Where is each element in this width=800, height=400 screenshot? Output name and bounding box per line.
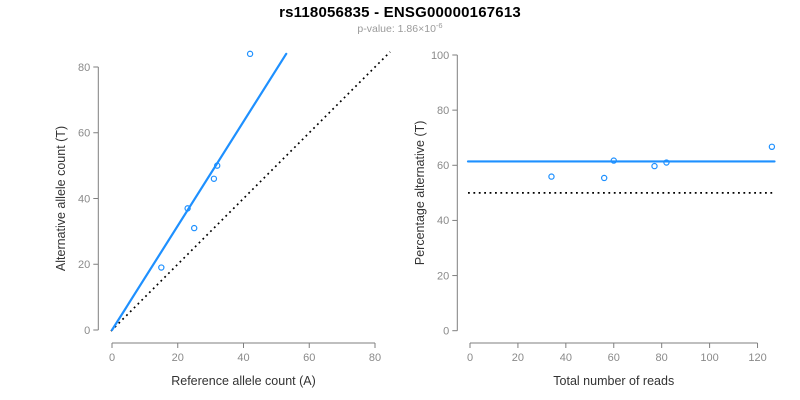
y-tick-label: 20 xyxy=(437,270,449,282)
y-tick-label: 20 xyxy=(78,259,90,271)
data-point xyxy=(768,143,776,151)
x-tick-label: 60 xyxy=(608,352,620,364)
x-tick-label: 20 xyxy=(512,352,524,364)
data-point xyxy=(246,50,254,58)
x-tick-label: 120 xyxy=(748,352,766,364)
y-tick-label: 0 xyxy=(443,326,449,338)
y-tick-label: 40 xyxy=(78,193,90,205)
y-axis-title: Percentage alternative (T) xyxy=(413,121,427,266)
data-point xyxy=(190,224,198,232)
data-point xyxy=(663,159,670,166)
p-value-text: p-value: 1.86×10 xyxy=(357,23,436,35)
plot-title: rs118056835 - ENSG00000167613 xyxy=(279,4,521,21)
x-tick-label: 60 xyxy=(303,352,315,364)
data-point xyxy=(184,205,191,212)
x-tick-label: 100 xyxy=(700,352,718,364)
y-tick-label: 0 xyxy=(84,325,90,337)
data-point xyxy=(158,264,165,271)
data-point xyxy=(600,174,608,182)
data-point xyxy=(610,157,617,164)
x-tick-label: 0 xyxy=(109,352,115,364)
y-tick-label: 80 xyxy=(437,105,449,117)
plot-subtitle: p-value: 1.86×10-6 xyxy=(0,21,800,35)
y-tick-label: 40 xyxy=(437,215,449,227)
data-point xyxy=(548,173,555,180)
y-tick-label: 100 xyxy=(431,50,449,62)
y-tick-label: 60 xyxy=(78,128,90,140)
x-tick-label: 40 xyxy=(560,352,572,364)
y-tick-label: 60 xyxy=(437,160,449,172)
regression-line xyxy=(110,52,288,332)
data-point xyxy=(651,162,658,170)
p-value-exponent: -6 xyxy=(435,21,443,30)
data-point xyxy=(210,175,218,182)
x-axis-title: Reference allele count (A) xyxy=(171,374,316,388)
x-tick-label: 80 xyxy=(656,352,668,364)
x-tick-label: 0 xyxy=(467,352,473,364)
identity-line xyxy=(110,51,391,332)
x-tick-label: 40 xyxy=(237,352,249,364)
x-tick-label: 80 xyxy=(369,352,381,364)
x-tick-label: 20 xyxy=(172,352,184,364)
y-axis-title: Alternative allele count (T) xyxy=(54,126,68,271)
x-axis-title: Total number of reads xyxy=(553,374,674,388)
y-tick-label: 80 xyxy=(78,62,90,74)
data-point xyxy=(213,162,221,169)
